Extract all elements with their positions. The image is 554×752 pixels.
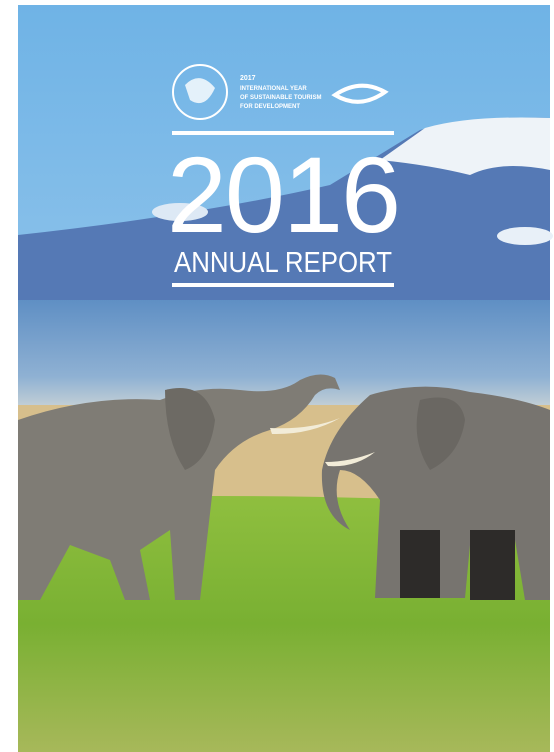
cloud	[497, 227, 553, 245]
photo	[18, 5, 553, 752]
cover-title: 2016	[167, 134, 399, 255]
cover-subtitle: ANNUAL REPORT	[174, 247, 392, 279]
cover: 2017 INTERNATIONAL YEAR OF SUSTAINABLE T…	[0, 0, 554, 752]
emblem-line: INTERNATIONAL YEAR	[240, 86, 307, 92]
rule-bottom	[172, 283, 394, 287]
emblem-year: 2017	[240, 75, 256, 82]
emblem-line: OF SUSTAINABLE TOURISM	[240, 95, 321, 101]
page: 2017 INTERNATIONAL YEAR OF SUSTAINABLE T…	[0, 0, 554, 752]
emblem-line: FOR DEVELOPMENT	[240, 104, 300, 110]
